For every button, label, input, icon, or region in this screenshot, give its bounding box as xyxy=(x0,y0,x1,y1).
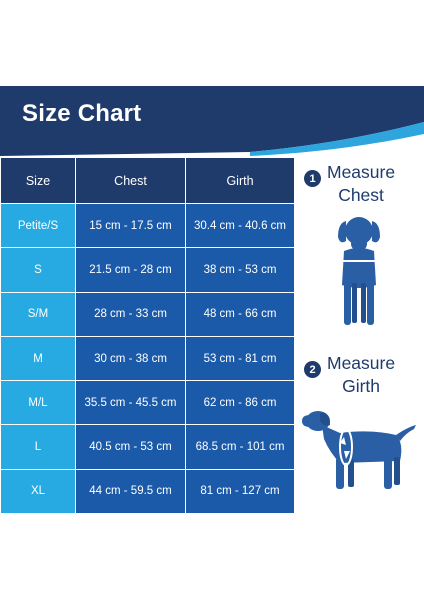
chest-cell: 35.5 cm - 45.5 cm xyxy=(75,380,186,426)
table-row: M 30 cm - 38 cm 53 cm - 81 cm xyxy=(0,335,295,382)
table-row: M/L 35.5 cm - 45.5 cm 62 cm - 86 cm xyxy=(0,380,295,426)
header-size: Size xyxy=(0,157,76,204)
size-cell: XL xyxy=(0,468,76,515)
size-cell: Petite/S xyxy=(0,202,76,249)
size-chart-table: Size Chest Girth Petite/S 15 cm - 17.5 c… xyxy=(0,157,295,515)
step-measure-chest: 1 Measure Chest xyxy=(304,161,395,207)
chest-cell: 28 cm - 33 cm xyxy=(75,291,186,337)
step-number: 2 xyxy=(304,361,321,378)
chest-cell: 44 cm - 59.5 cm xyxy=(75,468,186,515)
girth-cell: 62 cm - 86 cm xyxy=(185,380,295,426)
step-number: 1 xyxy=(304,170,321,187)
girth-cell: 48 cm - 66 cm xyxy=(185,291,295,337)
girth-cell: 30.4 cm - 40.6 cm xyxy=(185,202,295,249)
size-cell: M xyxy=(0,335,76,382)
chest-cell: 15 cm - 17.5 cm xyxy=(75,202,186,249)
table-row: Petite/S 15 cm - 17.5 cm 30.4 cm - 40.6 … xyxy=(0,202,295,249)
size-cell: M/L xyxy=(0,380,76,426)
table-row: S/M 28 cm - 33 cm 48 cm - 66 cm xyxy=(0,291,295,337)
step-label: Measure Chest xyxy=(327,162,396,205)
size-cell: L xyxy=(0,424,76,470)
header-chest: Chest xyxy=(75,157,186,204)
table-row: L 40.5 cm - 53 cm 68.5 cm - 101 cm xyxy=(0,424,295,470)
dog-front-icon xyxy=(336,217,382,325)
chest-cell: 21.5 cm - 28 cm xyxy=(75,247,186,293)
girth-cell: 68.5 cm - 101 cm xyxy=(185,424,295,470)
chest-cell: 40.5 cm - 53 cm xyxy=(75,424,186,470)
girth-cell: 38 cm - 53 cm xyxy=(185,247,295,293)
measure-instructions: 1 Measure Chest 2 Measure Girth xyxy=(298,157,424,537)
girth-cell: 53 cm - 81 cm xyxy=(185,335,295,382)
title-banner xyxy=(0,86,424,156)
header-girth: Girth xyxy=(185,157,295,204)
table-header-row: Size Chest Girth xyxy=(0,157,295,204)
step-measure-girth: 2 Measure Girth xyxy=(304,352,395,398)
table-row: XL 44 cm - 59.5 cm 81 cm - 127 cm xyxy=(0,468,295,515)
dog-side-icon xyxy=(302,411,416,489)
girth-cell: 81 cm - 127 cm xyxy=(185,468,295,515)
page-title: Size Chart xyxy=(22,100,142,127)
step-label: Measure Girth xyxy=(327,353,396,396)
chest-cell: 30 cm - 38 cm xyxy=(75,335,186,382)
table-row: S 21.5 cm - 28 cm 38 cm - 53 cm xyxy=(0,247,295,293)
size-cell: S/M xyxy=(0,291,76,337)
size-cell: S xyxy=(0,247,76,293)
